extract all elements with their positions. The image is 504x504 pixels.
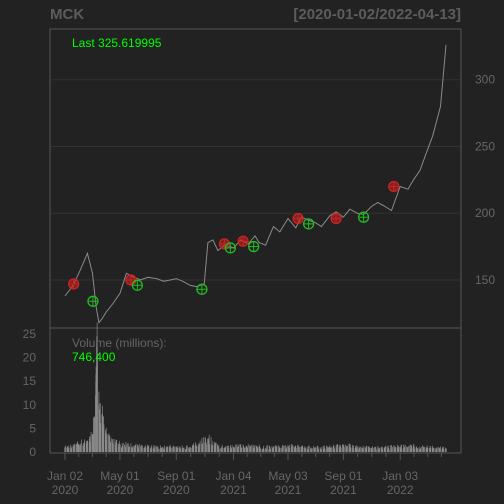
price-tick-label: 150 — [475, 273, 495, 287]
sell-marker — [388, 180, 400, 193]
last-price-label: Last 325.619995 — [72, 36, 162, 50]
sell-marker — [68, 278, 80, 290]
volume-tick-label: 0 — [29, 445, 36, 459]
x-tick-year: 2020 — [163, 483, 190, 497]
volume-bars — [64, 322, 447, 452]
chart-title: MCK — [50, 6, 84, 23]
price-tick-label: 300 — [475, 73, 495, 87]
x-tick-year: 2021 — [330, 483, 357, 497]
x-tick-month: Jan 02 — [47, 469, 83, 483]
sell-marker — [218, 238, 231, 250]
x-tick-month: Jan 04 — [216, 469, 252, 483]
buy-marker — [224, 242, 236, 254]
trade-markers — [68, 180, 400, 307]
price-tick-label: 250 — [475, 139, 495, 153]
buy-marker — [131, 279, 144, 291]
x-tick-year: 2022 — [387, 483, 414, 497]
x-tick-month: Sep 01 — [324, 469, 362, 483]
x-tick-year: 2021 — [220, 483, 247, 497]
x-tick-year: 2021 — [275, 483, 302, 497]
sell-marker — [237, 235, 249, 247]
volume-tick-label: 20 — [23, 351, 37, 365]
volume-panel: 0 5 10 15 20 25 Volume (millions): 746,400 — [23, 322, 462, 459]
volume-last-value: 746,400 — [72, 350, 116, 364]
price-line — [64, 44, 447, 324]
volume-tick-label: 5 — [29, 421, 36, 435]
volume-label: Volume (millions): — [72, 336, 167, 350]
price-panel: 150 200 250 300 Last 325.619995 — [49, 28, 495, 329]
buy-marker — [196, 283, 208, 295]
buy-marker — [357, 211, 370, 223]
x-tick-year: 2020 — [52, 483, 79, 497]
x-tick-month: May 01 — [100, 469, 140, 483]
x-tick-year: 2020 — [107, 483, 134, 497]
price-tick-label: 200 — [475, 206, 495, 220]
volume-tick-label: 15 — [23, 374, 37, 388]
chart-date-range: [2020-01-02/2022-04-13] — [293, 6, 461, 23]
x-tick-month: Jan 03 — [382, 469, 418, 483]
price-gridlines — [51, 79, 460, 281]
x-tick-month: May 03 — [268, 469, 308, 483]
x-tick-month: Sep 01 — [157, 469, 195, 483]
volume-tick-label: 25 — [23, 327, 37, 341]
price-plot-area — [49, 28, 462, 329]
buy-marker — [302, 218, 315, 230]
volume-tick-label: 10 — [23, 398, 37, 412]
sell-marker — [292, 212, 304, 225]
sell-marker — [330, 212, 342, 225]
buy-marker — [248, 240, 260, 253]
volume-axis-ticks: 0 5 10 15 20 25 — [23, 327, 37, 459]
price-axis-ticks: 150 200 250 300 — [475, 73, 495, 287]
sell-marker — [125, 274, 137, 286]
buy-marker — [87, 295, 99, 307]
